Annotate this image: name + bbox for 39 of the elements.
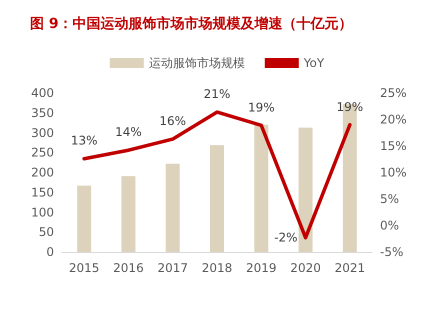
legend-label: 运动服饰市场规模 [148, 56, 245, 70]
y-tick-label: 50 [38, 225, 54, 240]
y2-tick-label: 5% [380, 192, 400, 206]
y-tick-label: 250 [31, 146, 54, 160]
y2-tick-label: 20% [380, 112, 407, 126]
data-label: 19% [336, 100, 364, 114]
data-label: 13% [70, 134, 98, 148]
x-tick-label: 2020 [290, 261, 321, 275]
bar [254, 124, 268, 252]
bar [121, 176, 136, 252]
x-tick-label: 2018 [202, 261, 232, 275]
y2-tick-label: 25% [380, 86, 407, 100]
x-tick-label: 2021 [334, 261, 366, 275]
data-label: 19% [248, 100, 275, 114]
y2-tick-label: 15% [380, 139, 407, 153]
y-tick-label: 300 [31, 126, 54, 140]
y-tick-label: 400 [31, 86, 54, 100]
bar [210, 145, 224, 252]
bar [77, 186, 92, 252]
data-label: 21% [204, 87, 230, 102]
y-tick-label: 200 [31, 166, 54, 180]
data-label: 16% [159, 114, 186, 128]
y-tick-label: 0 [46, 245, 54, 259]
bar [298, 128, 313, 252]
data-label: -2% [274, 230, 298, 245]
legend-label: YoY [302, 56, 325, 70]
x-tick-label: 2017 [157, 261, 188, 275]
x-tick-label: 2019 [246, 261, 277, 275]
y2-tick-label: -5% [380, 245, 404, 259]
x-tick-label: 2015 [68, 261, 100, 275]
bar [166, 164, 180, 252]
y2-tick-label: 0% [380, 218, 400, 232]
y-tick-label: 350 [31, 106, 54, 120]
x-tick-label: 2016 [113, 261, 144, 275]
y-tick-label: 150 [31, 185, 54, 200]
chart-title: 图 9：中国运动服饰市场市场规模及增速（十亿元） [30, 15, 353, 32]
y-tick-label: 100 [31, 205, 54, 220]
data-label: 14% [115, 125, 142, 140]
y2-tick-label: 10% [380, 166, 407, 180]
